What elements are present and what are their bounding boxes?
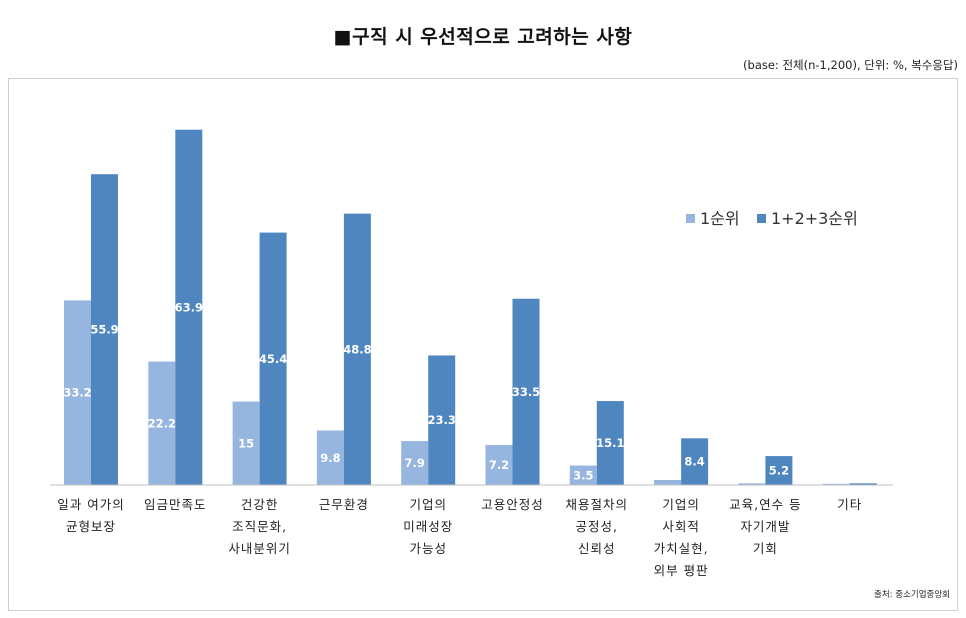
bar-rank1-4 — [401, 441, 429, 485]
category-label-3-0: 근무환경 — [319, 497, 369, 512]
bar-rank123-3 — [343, 213, 371, 485]
data-label-rank1-0: 33.2 — [63, 386, 91, 400]
data-label-rank123-8: 5.2 — [769, 464, 789, 478]
bar-rank123-0 — [91, 174, 118, 486]
bar-rank123-4 — [428, 355, 456, 485]
base-note: (base: 전체(n-1,200), 단위: %, 복수응답) — [743, 58, 958, 72]
category-label-0-0: 일과 여가의 — [57, 497, 124, 512]
chart-frame — [8, 78, 958, 611]
category-label-9-0: 기타 — [837, 497, 862, 512]
category-label-7-1: 사회적 — [662, 519, 700, 534]
bar-rank1-7 — [654, 479, 682, 485]
data-label-rank1-4: 7.9 — [405, 456, 425, 470]
category-label-6-0: 채용절차의 — [566, 497, 629, 512]
bar-rank123-1 — [175, 129, 203, 485]
bar-rank1-0 — [64, 300, 91, 485]
category-label-4-1: 미래성장 — [403, 519, 453, 534]
bar-rank1-5 — [485, 444, 513, 485]
data-label-rank123-2: 45.4 — [259, 352, 287, 366]
data-label-rank123-7: 8.4 — [684, 455, 704, 469]
bar-rank1-6 — [569, 465, 597, 485]
data-label-rank1-6: 3.5 — [573, 468, 593, 482]
category-label-6-1: 공정성, — [576, 519, 618, 534]
bar-rank1-3 — [316, 430, 344, 485]
bar-rank123-6 — [596, 401, 624, 485]
category-label-8-1: 자기개발 — [740, 519, 790, 534]
category-label-4-0: 기업의 — [409, 497, 447, 512]
bar-rank123-8 — [765, 456, 793, 485]
category-label-6-2: 신뢰성 — [578, 541, 616, 556]
category-label-2-1: 조직문화, — [232, 519, 287, 534]
legend-swatch-0 — [686, 214, 695, 223]
category-label-2-0: 건강한 — [241, 497, 279, 512]
data-label-rank123-6: 15.1 — [596, 436, 624, 450]
category-label-7-0: 기업의 — [662, 497, 700, 512]
bar-rank1-1 — [148, 361, 176, 485]
legend-label-0: 1순위 — [700, 209, 740, 228]
category-label-8-0: 교육,연수 등 — [729, 497, 801, 512]
bar-rank1-9 — [822, 483, 850, 485]
category-label-8-2: 기회 — [753, 541, 778, 556]
data-label-rank1-3: 9.8 — [320, 451, 340, 465]
legend-swatch-1 — [757, 214, 766, 223]
data-label-rank1-1: 22.2 — [148, 416, 176, 430]
category-label-0-1: 균형보장 — [66, 519, 116, 534]
data-label-rank123-5: 33.5 — [512, 385, 540, 399]
bar-rank123-2 — [259, 232, 287, 485]
bar-rank123-5 — [512, 298, 540, 485]
bar-rank1-2 — [232, 401, 260, 485]
category-label-7-2: 가치실현, — [654, 541, 709, 556]
bar-rank1-8 — [738, 483, 766, 485]
category-label-2-2: 사내분위기 — [228, 541, 291, 556]
data-label-rank1-5: 7.2 — [489, 458, 509, 472]
data-label-rank123-1: 63.9 — [175, 300, 203, 314]
data-label-rank123-3: 48.8 — [343, 342, 371, 356]
bar-rank123-7 — [681, 438, 709, 485]
data-label-rank123-4: 23.3 — [428, 413, 456, 427]
category-label-7-3: 외부 평판 — [654, 563, 709, 578]
category-label-5-0: 고용안정성 — [481, 497, 544, 512]
category-label-4-2: 가능성 — [409, 541, 447, 556]
source-note: 출처: 중소기업중앙회 — [874, 590, 950, 600]
chart-title: ■구직 시 우선적으로 고려하는 사항 — [333, 26, 633, 48]
legend-label-1: 1+2+3순위 — [771, 209, 858, 228]
bar-rank123-9 — [849, 483, 877, 485]
category-label-1-0: 임금만족도 — [144, 497, 207, 512]
data-label-rank123-0: 55.9 — [90, 323, 118, 337]
data-label-rank1-2: 15 — [238, 436, 254, 450]
